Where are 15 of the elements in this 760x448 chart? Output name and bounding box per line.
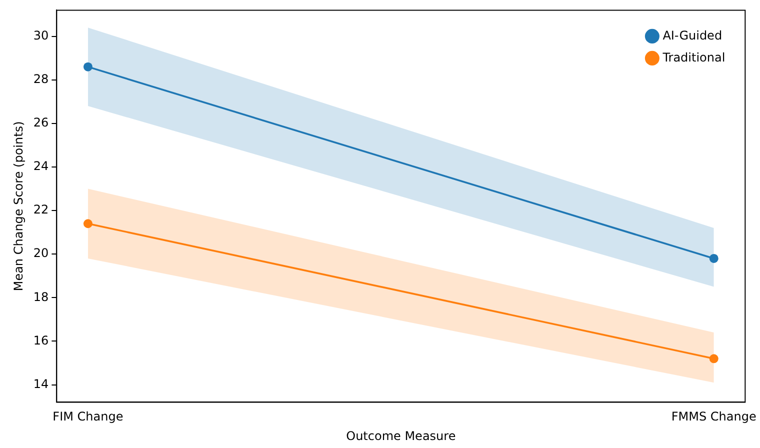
y-axis-title: Mean Change Score (points) xyxy=(11,121,26,292)
y-tick-label: 14 xyxy=(33,376,49,391)
y-tick-label: 24 xyxy=(33,159,49,174)
y-tick-label: 22 xyxy=(33,202,49,217)
x-tick-label: FMMS Change xyxy=(671,410,756,424)
y-tick-label: 16 xyxy=(33,333,49,348)
y-tick-label: 20 xyxy=(33,246,49,260)
x-tick-label: FIM Change xyxy=(52,410,124,424)
y-tick-label: 26 xyxy=(33,116,49,130)
legend-label: Traditional xyxy=(662,50,726,64)
legend-label: AI-Guided xyxy=(662,28,722,42)
x-axis-title: Outcome Measure xyxy=(346,428,456,443)
y-tick-label: 30 xyxy=(33,28,49,42)
y-tick-label: 28 xyxy=(33,72,49,86)
y-tick-label: 18 xyxy=(33,290,49,304)
